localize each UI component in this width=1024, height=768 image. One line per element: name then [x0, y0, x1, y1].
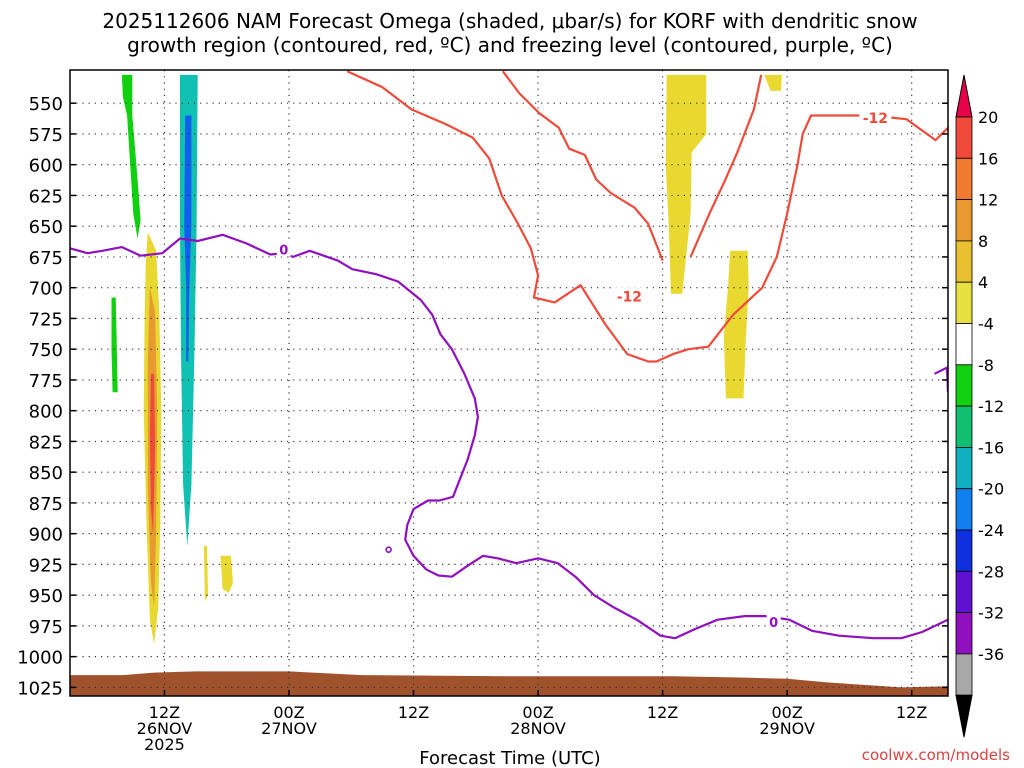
- x-tick-label-42-1: 00Z: [522, 703, 553, 722]
- y-tick-label-750: 750: [29, 340, 63, 361]
- x-tick-label-42-2: 28NOV: [510, 719, 566, 738]
- y-tick-label-1000: 1000: [17, 648, 63, 669]
- x-tick-label-66-2: 29NOV: [759, 719, 815, 738]
- colorbar-swatch-5: [955, 281, 973, 324]
- colorbar-label-6: -8: [978, 356, 994, 375]
- x-tick-label-18-1: 00Z: [273, 703, 304, 722]
- y-tick-label-700: 700: [29, 279, 63, 300]
- contour-layer: -12 -12 0 0: [70, 70, 948, 640]
- y-axis: 550 575 600 625 650 675 700 725 750 775 800 825 850 8…: [17, 94, 948, 699]
- y-tick-label-550: 550: [29, 94, 63, 115]
- omega-shade-green-band-low: [111, 297, 118, 393]
- y-tick-label-900: 900: [29, 525, 63, 546]
- colorbar-label-5: -4: [978, 315, 994, 334]
- freezing-level-blip: [385, 546, 392, 553]
- freezing-label-bg-1: [766, 613, 781, 630]
- y-tick-label-675: 675: [29, 248, 63, 269]
- colorbar-swatch-7: [955, 364, 973, 407]
- x-tick-label-66-1: 00Z: [771, 703, 802, 722]
- y-tick-label-775: 775: [29, 371, 63, 392]
- colorbar-swatch-10: [955, 488, 973, 531]
- x-tick-label-6-2: 26NOV: [137, 719, 193, 738]
- omega-shade-green-band-early: [121, 74, 141, 239]
- y-tick-label-625: 625: [29, 186, 63, 207]
- colorbar-swatch-4: [955, 240, 973, 283]
- colorbar-swatch-1: [955, 116, 973, 159]
- omega-shade-yellow-blob-1: [203, 546, 208, 602]
- colorbar-label-13: -36: [978, 645, 1004, 664]
- x-tick-label-78-1: 12Z: [896, 703, 927, 722]
- y-tick-label-650: 650: [29, 217, 63, 238]
- colorbar-swatch-9: [955, 446, 973, 490]
- colorbar-label-8: -16: [978, 438, 1004, 457]
- omega-shade-yellow-blob-2: [220, 555, 233, 593]
- dendritic-contour-1: [689, 74, 763, 258]
- colorbar-label-3: 8: [978, 232, 988, 251]
- dendritic-label-1: -12: [863, 111, 888, 127]
- colorbar-label-1: 16: [978, 149, 998, 168]
- colorbar-swatch-12: [955, 570, 973, 613]
- colorbar-swatch-6: [955, 323, 973, 366]
- x-tick-label-30-1: 12Z: [398, 703, 429, 722]
- plot-content: -12 -12 0 0: [70, 70, 948, 696]
- y-tick-label-575: 575: [29, 125, 63, 146]
- terrain-surface: [70, 671, 948, 696]
- y-tick-label-725: 725: [29, 309, 63, 330]
- plot-background: [70, 70, 948, 696]
- chart-title-line1: 2025112606 NAM Forecast Omega (shaded, μ…: [102, 9, 917, 33]
- omega-shade-yellow-column-late2: [723, 250, 749, 399]
- colorbar-swatch-3: [955, 199, 973, 242]
- colorbar-label-0: 20: [978, 108, 998, 127]
- colorbar-swatch-14: [955, 653, 973, 696]
- x-tick-label-6-3: 2025: [144, 735, 185, 754]
- dendritic-label-0: -12: [617, 289, 642, 305]
- colorbar: 20 16 12 8 4 -4 -8 -12 -16 -20 -24 -28 -32 -36: [955, 74, 1004, 738]
- x-tick-label-54-1: 12Z: [647, 703, 678, 722]
- y-tick-label-1025: 1025: [17, 678, 63, 699]
- y-tick-label-950: 950: [29, 586, 63, 607]
- y-tick-label-925: 925: [29, 555, 63, 576]
- omega-shade-yellow-blob-top: [764, 74, 782, 91]
- colorbar-swatch-11: [955, 529, 973, 572]
- colorbar-label-10: -24: [978, 521, 1004, 540]
- colorbar-label-2: 12: [978, 191, 998, 210]
- x-tick-label-6-1: 12Z: [149, 703, 180, 722]
- colorbar-top-arrow: [955, 74, 973, 118]
- omega-shade-red-core-early: [149, 373, 156, 534]
- y-tick-label-850: 850: [29, 463, 63, 484]
- colorbar-label-11: -28: [978, 562, 1004, 581]
- colorbar-bottom-arrow: [955, 694, 973, 738]
- x-axis-label: Forecast Time (UTC): [419, 748, 600, 768]
- y-tick-label-975: 975: [29, 617, 63, 638]
- colorbar-swatch-13: [955, 612, 973, 655]
- terrain-layer: [70, 671, 948, 696]
- x-tick-label-18-2: 27NOV: [261, 719, 317, 738]
- freezing-level-contour: [70, 233, 948, 640]
- dendritic-contour-0: [346, 70, 948, 363]
- omega-shading-layer: [111, 74, 782, 645]
- dendritic-label-bg-0: [613, 287, 646, 306]
- plot-frame: [69, 69, 949, 697]
- colorbar-label-9: -20: [978, 480, 1004, 499]
- colorbar-label-12: -32: [978, 604, 1004, 623]
- y-tick-label-825: 825: [29, 432, 63, 453]
- freezing-label-bg-0: [276, 240, 291, 257]
- y-tick-label-875: 875: [29, 494, 63, 515]
- dendritic-label-bg-1: [859, 108, 892, 127]
- colorbar-label-4: 4: [978, 273, 988, 292]
- omega-shade-yellow-column-late: [665, 74, 707, 294]
- credit-text: coolwx.com/models: [862, 746, 1010, 764]
- colorbar-swatch-2: [955, 157, 973, 201]
- chart-title-line2: growth region (contoured, red, ºC) and f…: [127, 33, 893, 57]
- dendritic-contour-2: [501, 70, 664, 261]
- freezing-label-1: 0: [769, 616, 778, 631]
- y-tick-label-600: 600: [29, 156, 63, 177]
- y-tick-label-800: 800: [29, 402, 63, 423]
- colorbar-label-7: -12: [978, 397, 1004, 416]
- freezing-label-0: 0: [279, 244, 288, 259]
- colorbar-swatch-8: [955, 405, 973, 448]
